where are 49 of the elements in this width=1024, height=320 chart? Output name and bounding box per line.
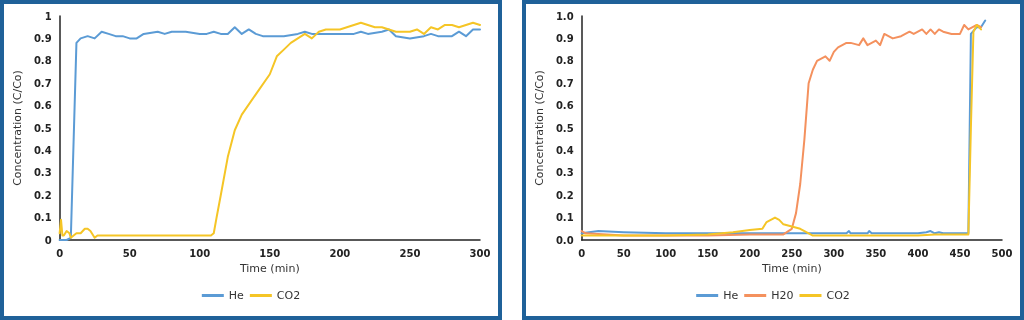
y-tick-label: 0.3 bbox=[555, 167, 574, 179]
y-tick-label: 0.6 bbox=[555, 100, 574, 112]
x-tick-label: 300 bbox=[823, 247, 845, 259]
y-tick-label: 0.1 bbox=[555, 212, 574, 224]
x-tick-label: 50 bbox=[122, 247, 137, 259]
x-axis-title: Time (min) bbox=[760, 261, 822, 275]
x-tick-label: 150 bbox=[697, 247, 719, 259]
y-tick-label: 0.4 bbox=[555, 144, 574, 156]
y-tick-label: 0.7 bbox=[555, 77, 574, 89]
x-tick-label: 0 bbox=[578, 247, 586, 259]
x-tick-label: 250 bbox=[399, 247, 421, 259]
legend-label: He bbox=[723, 289, 739, 302]
legend-label: H20 bbox=[771, 289, 794, 302]
y-tick-label: 0.7 bbox=[33, 77, 52, 89]
y-tick-label: 0.5 bbox=[555, 122, 574, 134]
y-tick-label: 0.8 bbox=[33, 55, 52, 67]
x-tick-label: 100 bbox=[189, 247, 211, 259]
legend-label: CO2 bbox=[276, 289, 301, 302]
y-tick-label: 1 bbox=[44, 10, 52, 22]
y-tick-label: 0.9 bbox=[33, 32, 52, 44]
y-axis-title: Concentration (C/Co) bbox=[533, 70, 546, 186]
y-tick-label: 0.3 bbox=[33, 167, 52, 179]
y-tick-label: 0.9 bbox=[555, 32, 574, 44]
y-tick-label: 0.0 bbox=[555, 234, 574, 246]
x-tick-label: 50 bbox=[616, 247, 631, 259]
legend-label: CO2 bbox=[826, 289, 850, 302]
y-axis-title: Concentration (C/Co) bbox=[11, 70, 24, 186]
y-tick-label: 0.5 bbox=[33, 122, 52, 134]
y-tick-label: 0.1 bbox=[33, 212, 52, 224]
y-tick-label: 0 bbox=[44, 234, 52, 246]
legend-label: He bbox=[228, 289, 245, 302]
x-tick-label: 100 bbox=[655, 247, 677, 259]
x-tick-label: 150 bbox=[259, 247, 281, 259]
x-tick-label: 0 bbox=[56, 247, 64, 259]
x-tick-label: 450 bbox=[949, 247, 971, 259]
y-tick-label: 0.2 bbox=[555, 189, 574, 201]
x-tick-label: 500 bbox=[991, 247, 1013, 259]
x-tick-label: 200 bbox=[329, 247, 351, 259]
x-axis-title: Time (min) bbox=[238, 261, 300, 275]
y-tick-label: 1.0 bbox=[555, 10, 574, 22]
y-tick-label: 0.2 bbox=[33, 189, 52, 201]
x-tick-label: 350 bbox=[865, 247, 887, 259]
x-tick-label: 200 bbox=[739, 247, 761, 259]
x-tick-label: 300 bbox=[469, 247, 491, 259]
x-tick-label: 400 bbox=[907, 247, 929, 259]
y-tick-label: 0.6 bbox=[33, 100, 52, 112]
x-tick-label: 250 bbox=[781, 247, 803, 259]
y-tick-label: 0.8 bbox=[555, 55, 574, 67]
y-tick-label: 0.4 bbox=[33, 144, 52, 156]
